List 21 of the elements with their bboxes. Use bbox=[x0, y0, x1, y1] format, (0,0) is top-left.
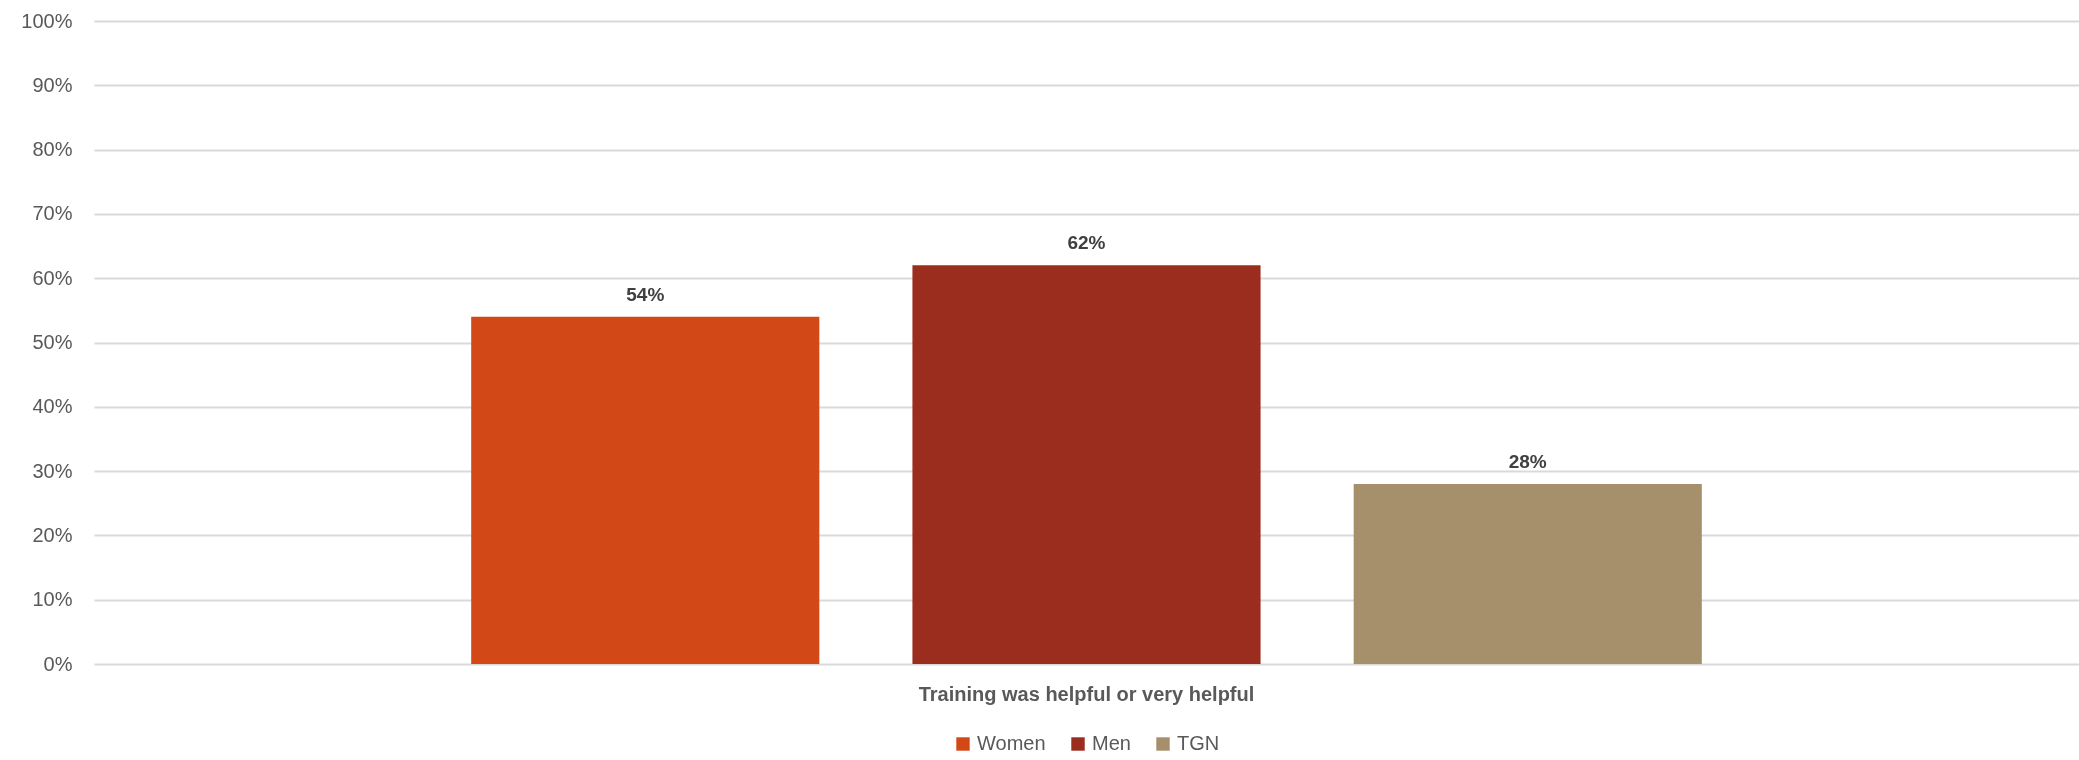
y-tick-label: 0% bbox=[43, 652, 73, 675]
legend-label: Women bbox=[977, 732, 1046, 754]
y-tick-label: 40% bbox=[32, 395, 73, 418]
y-tick-label: 10% bbox=[32, 588, 73, 611]
y-tick-label: 30% bbox=[32, 459, 73, 482]
y-tick-label: 100% bbox=[21, 9, 73, 32]
legend-label: TGN bbox=[1177, 732, 1220, 754]
data-label: 28% bbox=[1508, 450, 1547, 472]
y-tick-label: 80% bbox=[32, 138, 73, 161]
y-tick-label: 60% bbox=[32, 266, 73, 289]
bar bbox=[1353, 483, 1702, 664]
bar bbox=[471, 316, 820, 664]
y-tick-label: 90% bbox=[32, 73, 73, 96]
bar bbox=[912, 265, 1261, 664]
y-tick-label: 20% bbox=[32, 523, 73, 546]
y-tick-label: 50% bbox=[32, 331, 73, 353]
data-label: 54% bbox=[626, 283, 665, 305]
legend-label: Men bbox=[1092, 732, 1131, 754]
y-tick-label: 70% bbox=[32, 202, 73, 225]
data-label: 62% bbox=[1067, 232, 1106, 254]
x-tick-label: Training was helpful or very helpful bbox=[918, 682, 1255, 705]
